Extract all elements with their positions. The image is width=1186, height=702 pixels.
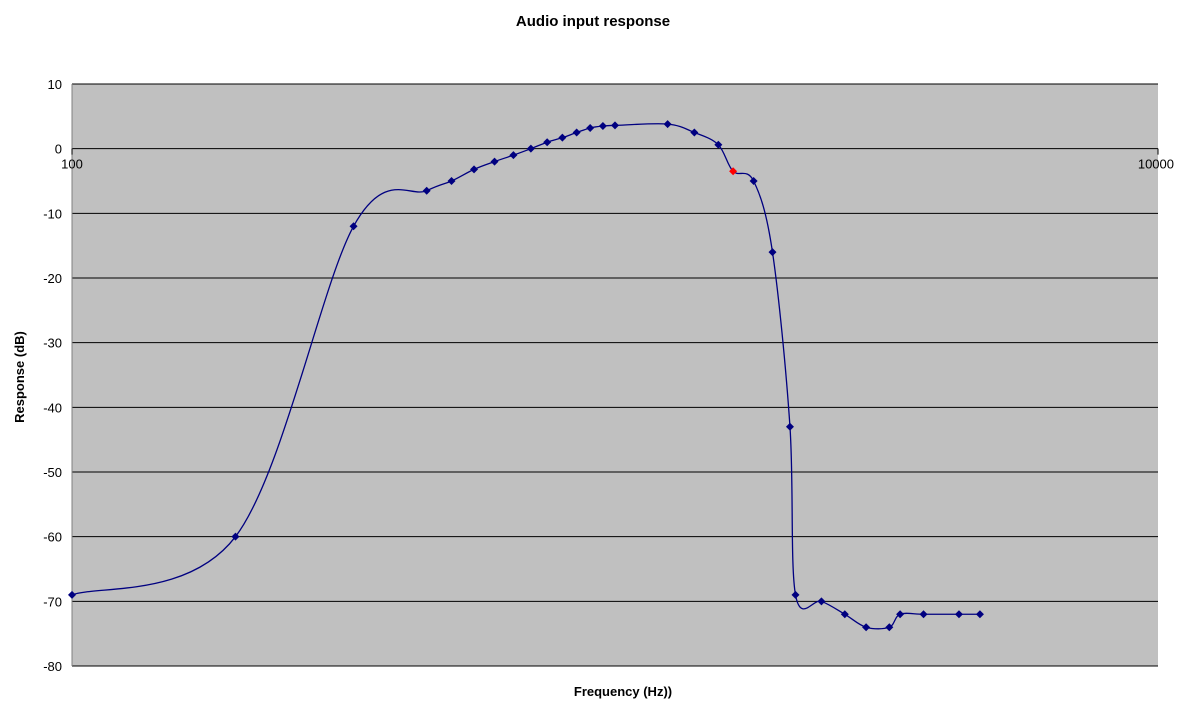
y-tick-label: -70 [43, 594, 62, 609]
y-axis-ticks: 10 0 -10 -20 -30 -40 -50 -60 -70 -80 [43, 77, 62, 674]
data-point [586, 123, 595, 132]
data-point [611, 121, 619, 130]
y-tick-label: -80 [43, 659, 62, 674]
data-point [558, 133, 567, 142]
data-point [509, 151, 518, 160]
data-point [919, 610, 928, 619]
data-point [598, 122, 607, 131]
x-tick-label: 10000 [1138, 157, 1174, 172]
data-point [543, 138, 552, 147]
series-line [71, 123, 980, 630]
plot-area [72, 84, 1158, 666]
x-axis-title: Frequency (Hz)) [574, 684, 672, 699]
x-tick-label: 100 [61, 157, 83, 172]
data-point [862, 623, 871, 632]
data-point [785, 422, 794, 431]
data-point [714, 140, 723, 149]
data-point [349, 222, 358, 231]
y-tick-label: -40 [43, 400, 62, 415]
y-axis-title: Response (dB) [12, 331, 27, 423]
data-point [490, 157, 499, 166]
highlight-marker [729, 167, 738, 176]
data-point [975, 610, 984, 619]
data-point [470, 165, 479, 174]
y-tick-label: 10 [48, 77, 62, 92]
data-point [68, 590, 76, 599]
data-point [447, 177, 456, 185]
data-point [422, 186, 431, 195]
data-point [231, 532, 240, 541]
data-point [791, 590, 800, 599]
y-tick-label: -20 [43, 271, 62, 286]
data-point [572, 128, 581, 137]
data-point [690, 128, 699, 137]
y-tick-label: -60 [43, 530, 62, 545]
chart-title: Audio input response [516, 13, 670, 30]
y-tick-label: 0 [55, 142, 62, 157]
data-point [896, 610, 905, 619]
gridlines [71, 83, 1158, 667]
y-tick-label: -10 [43, 206, 62, 221]
data-point [954, 610, 963, 619]
data-point [840, 610, 849, 619]
data-point [885, 623, 894, 632]
data-point [749, 177, 758, 185]
y-tick-label: -50 [43, 465, 62, 480]
data-point [817, 597, 826, 606]
data-point [768, 248, 777, 257]
data-point [526, 144, 535, 153]
x-axis-ticks: 100 10000 [61, 148, 1174, 172]
data-markers [68, 120, 984, 632]
data-point [663, 120, 672, 129]
y-tick-label: -30 [43, 336, 62, 351]
